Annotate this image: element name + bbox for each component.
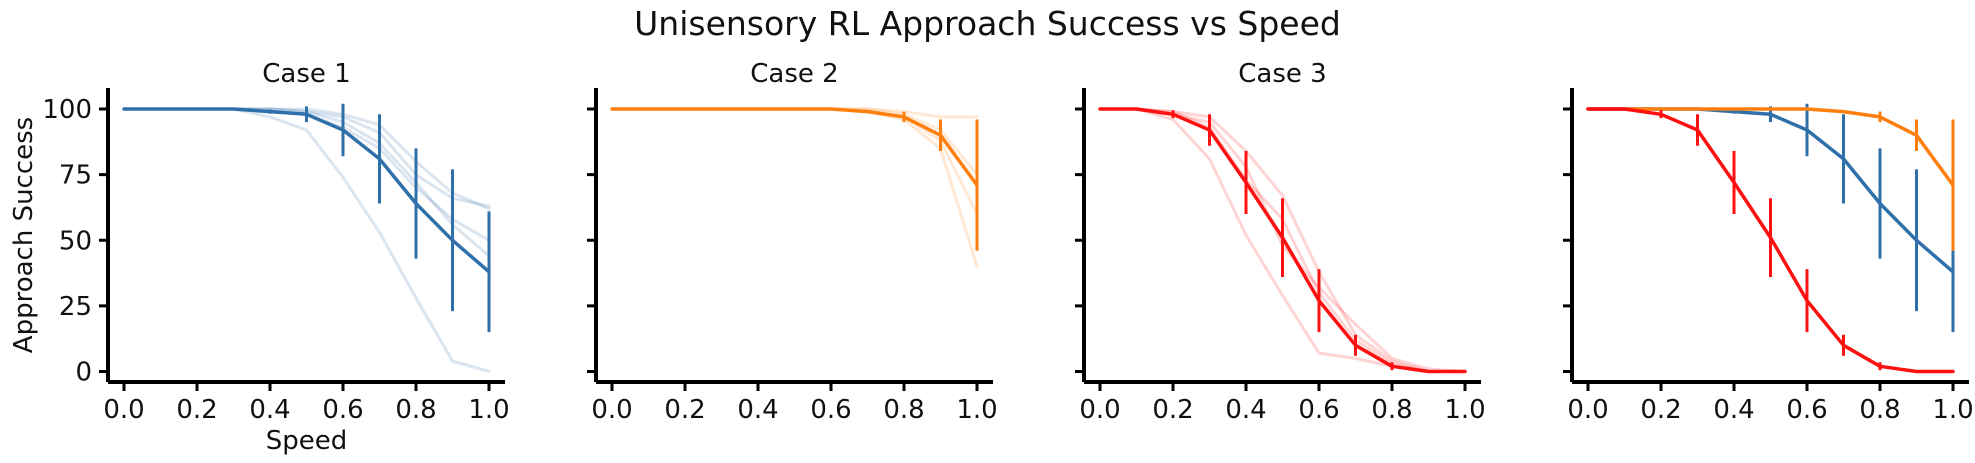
- chart-panel-combined: 0.0 0.2 0.4 0.6 0.8 1.0: [1563, 88, 1974, 425]
- panel-title: Case 3: [1238, 59, 1326, 89]
- x-tick-label: 0.0: [1567, 395, 1608, 425]
- x-tick-label: 0.8: [1859, 395, 1900, 425]
- run-line: [122, 107, 491, 211]
- figure-title: Unisensory RL Approach Success vs Speed: [634, 4, 1341, 43]
- y-tick-label: 25: [59, 292, 92, 322]
- run-line: [610, 107, 979, 177]
- series-line-mean: [122, 107, 491, 274]
- chart-panel-case-1: 0.0 0.2 0.4 0.6 0.8 1.0 0 25 50 75 100 Case 1 Speed A…: [9, 59, 510, 456]
- x-tick-label: 1.0: [1444, 395, 1485, 425]
- x-axis-label: Speed: [266, 426, 348, 456]
- y-tick-label: 0: [75, 358, 92, 388]
- x-tick-label: 0.4: [1713, 395, 1754, 425]
- y-axis-label: Approach Success: [9, 117, 39, 353]
- x-tick-label: 1.0: [956, 395, 997, 425]
- panel-title: Case 1: [262, 59, 350, 89]
- x-tick-label: 1.0: [1932, 395, 1973, 425]
- x-tick-label: 0.2: [176, 395, 217, 425]
- x-tick-label: 0.6: [1786, 395, 1827, 425]
- panel-title: Case 2: [750, 59, 838, 89]
- x-tick-label: 0.8: [883, 395, 924, 425]
- x-tick-label: 0.6: [1298, 395, 1339, 425]
- y-tick-label: 75: [59, 161, 92, 191]
- x-tick-label: 0.2: [1152, 395, 1193, 425]
- x-tick-label: 0.2: [1640, 395, 1681, 425]
- series-line-case-2: [1586, 107, 1955, 187]
- x-tick-label: 0.4: [249, 395, 290, 425]
- x-tick-label: 0.0: [103, 395, 144, 425]
- x-tick-label: 0.4: [1225, 395, 1266, 425]
- y-tick-label: 100: [42, 95, 92, 125]
- x-tick-label: 0.0: [591, 395, 632, 425]
- x-tick-label: 0.4: [737, 395, 778, 425]
- run-line: [122, 107, 491, 373]
- x-tick-label: 1.0: [468, 395, 509, 425]
- run-line: [122, 107, 491, 208]
- x-tick-label: 0.0: [1079, 395, 1120, 425]
- x-tick-label: 0.8: [1371, 395, 1412, 425]
- chart-panel-case-3: 0.0 0.2 0.4 0.6 0.8 1.0 Case 3: [1075, 59, 1486, 425]
- x-tick-label: 0.2: [664, 395, 705, 425]
- x-tick-label: 0.6: [810, 395, 851, 425]
- run-line: [1098, 107, 1467, 373]
- y-tick-label: 50: [59, 226, 92, 256]
- run-line: [610, 107, 979, 268]
- x-tick-label: 0.6: [322, 395, 363, 425]
- chart-panel-case-2: 0.0 0.2 0.4 0.6 0.8 1.0 Case 2: [587, 59, 998, 425]
- series-line-mean: [610, 107, 979, 187]
- x-tick-label: 0.8: [395, 395, 436, 425]
